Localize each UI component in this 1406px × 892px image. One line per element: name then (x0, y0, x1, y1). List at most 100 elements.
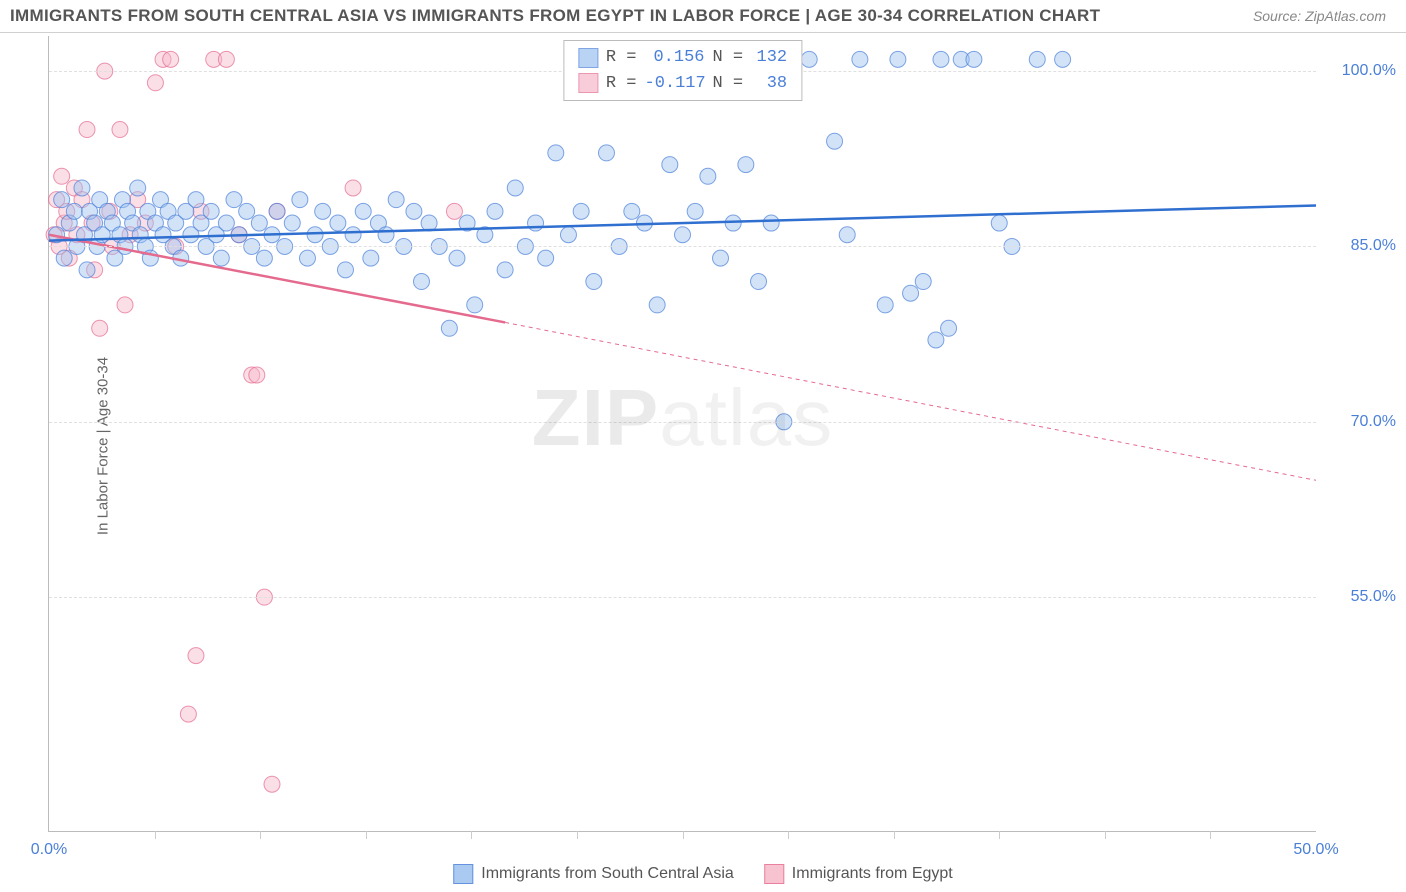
x-minor-tick (1210, 831, 1211, 839)
data-point (449, 250, 465, 266)
data-point (662, 157, 678, 173)
data-point (801, 51, 817, 67)
data-point (256, 250, 272, 266)
stats-r-value: -0.117 (645, 71, 705, 97)
data-point (74, 180, 90, 196)
legend-swatch-pink (764, 864, 784, 884)
data-point (877, 297, 893, 313)
data-point (413, 274, 429, 290)
gridline-h (49, 422, 1316, 423)
data-point (378, 227, 394, 243)
data-point (649, 297, 665, 313)
data-point (890, 51, 906, 67)
x-minor-tick (894, 831, 895, 839)
chart-header: IMMIGRANTS FROM SOUTH CENTRAL ASIA VS IM… (0, 0, 1406, 33)
data-point (130, 180, 146, 196)
data-point (421, 215, 437, 231)
data-point (188, 648, 204, 664)
data-point (1029, 51, 1045, 67)
data-point (345, 180, 361, 196)
data-point (738, 157, 754, 173)
data-point (933, 51, 949, 67)
stats-n-value: 132 (751, 45, 787, 71)
legend-label: Immigrants from South Central Asia (481, 865, 734, 883)
data-point (66, 203, 82, 219)
data-point (299, 250, 315, 266)
legend-label: Immigrants from Egypt (792, 865, 953, 883)
data-point (827, 133, 843, 149)
stats-r-label: R = (606, 45, 637, 71)
data-point (487, 203, 503, 219)
data-point (315, 203, 331, 219)
data-point (188, 192, 204, 208)
stats-swatch-pink (578, 73, 598, 93)
y-tick-label: 70.0% (1326, 413, 1396, 431)
data-point (1055, 51, 1071, 67)
data-point (700, 168, 716, 184)
data-point (446, 203, 462, 219)
data-point (117, 297, 133, 313)
data-point (441, 320, 457, 336)
data-point (467, 297, 483, 313)
data-point (112, 122, 128, 138)
data-point (180, 706, 196, 722)
trend-line (505, 322, 1316, 480)
stats-r-value: 0.156 (645, 45, 705, 71)
data-point (292, 192, 308, 208)
data-point (307, 227, 323, 243)
data-point (598, 145, 614, 161)
data-point (388, 192, 404, 208)
legend-item-pink: Immigrants from Egypt (764, 864, 953, 884)
data-point (163, 51, 179, 67)
data-point (852, 51, 868, 67)
chart-plot-area: ZIPatlas R = 0.156 N = 132 R = -0.117 N … (48, 36, 1316, 832)
data-point (218, 215, 234, 231)
data-point (763, 215, 779, 231)
x-minor-tick (260, 831, 261, 839)
data-point (941, 320, 957, 336)
data-point (251, 215, 267, 231)
data-point (687, 203, 703, 219)
x-tick-label: 50.0% (1293, 841, 1338, 859)
stats-n-value: 38 (751, 71, 787, 97)
y-tick-label: 100.0% (1326, 62, 1396, 80)
x-minor-tick (999, 831, 1000, 839)
x-minor-tick (683, 831, 684, 839)
data-point (406, 203, 422, 219)
x-minor-tick (471, 831, 472, 839)
data-point (573, 203, 589, 219)
stats-legend-box: R = 0.156 N = 132 R = -0.117 N = 38 (563, 40, 802, 101)
x-minor-tick (788, 831, 789, 839)
data-point (54, 168, 70, 184)
data-point (345, 227, 361, 243)
x-minor-tick (577, 831, 578, 839)
x-minor-tick (1105, 831, 1106, 839)
data-point (147, 75, 163, 91)
gridline-h (49, 246, 1316, 247)
data-point (915, 274, 931, 290)
legend-item-blue: Immigrants from South Central Asia (453, 864, 734, 884)
data-point (363, 250, 379, 266)
legend-swatch-blue (453, 864, 473, 884)
data-point (54, 192, 70, 208)
data-point (624, 203, 640, 219)
chart-source: Source: ZipAtlas.com (1253, 8, 1386, 24)
data-point (269, 203, 285, 219)
data-point (507, 180, 523, 196)
x-minor-tick (155, 831, 156, 839)
data-point (548, 145, 564, 161)
data-point (991, 215, 1007, 231)
data-point (79, 122, 95, 138)
data-point (586, 274, 602, 290)
x-tick-label: 0.0% (31, 841, 67, 859)
data-point (226, 192, 242, 208)
data-point (56, 250, 72, 266)
data-point (903, 285, 919, 301)
data-point (355, 203, 371, 219)
y-tick-label: 55.0% (1326, 588, 1396, 606)
data-point (264, 776, 280, 792)
data-point (218, 51, 234, 67)
data-point (330, 215, 346, 231)
data-point (538, 250, 554, 266)
scatter-svg (49, 36, 1316, 831)
